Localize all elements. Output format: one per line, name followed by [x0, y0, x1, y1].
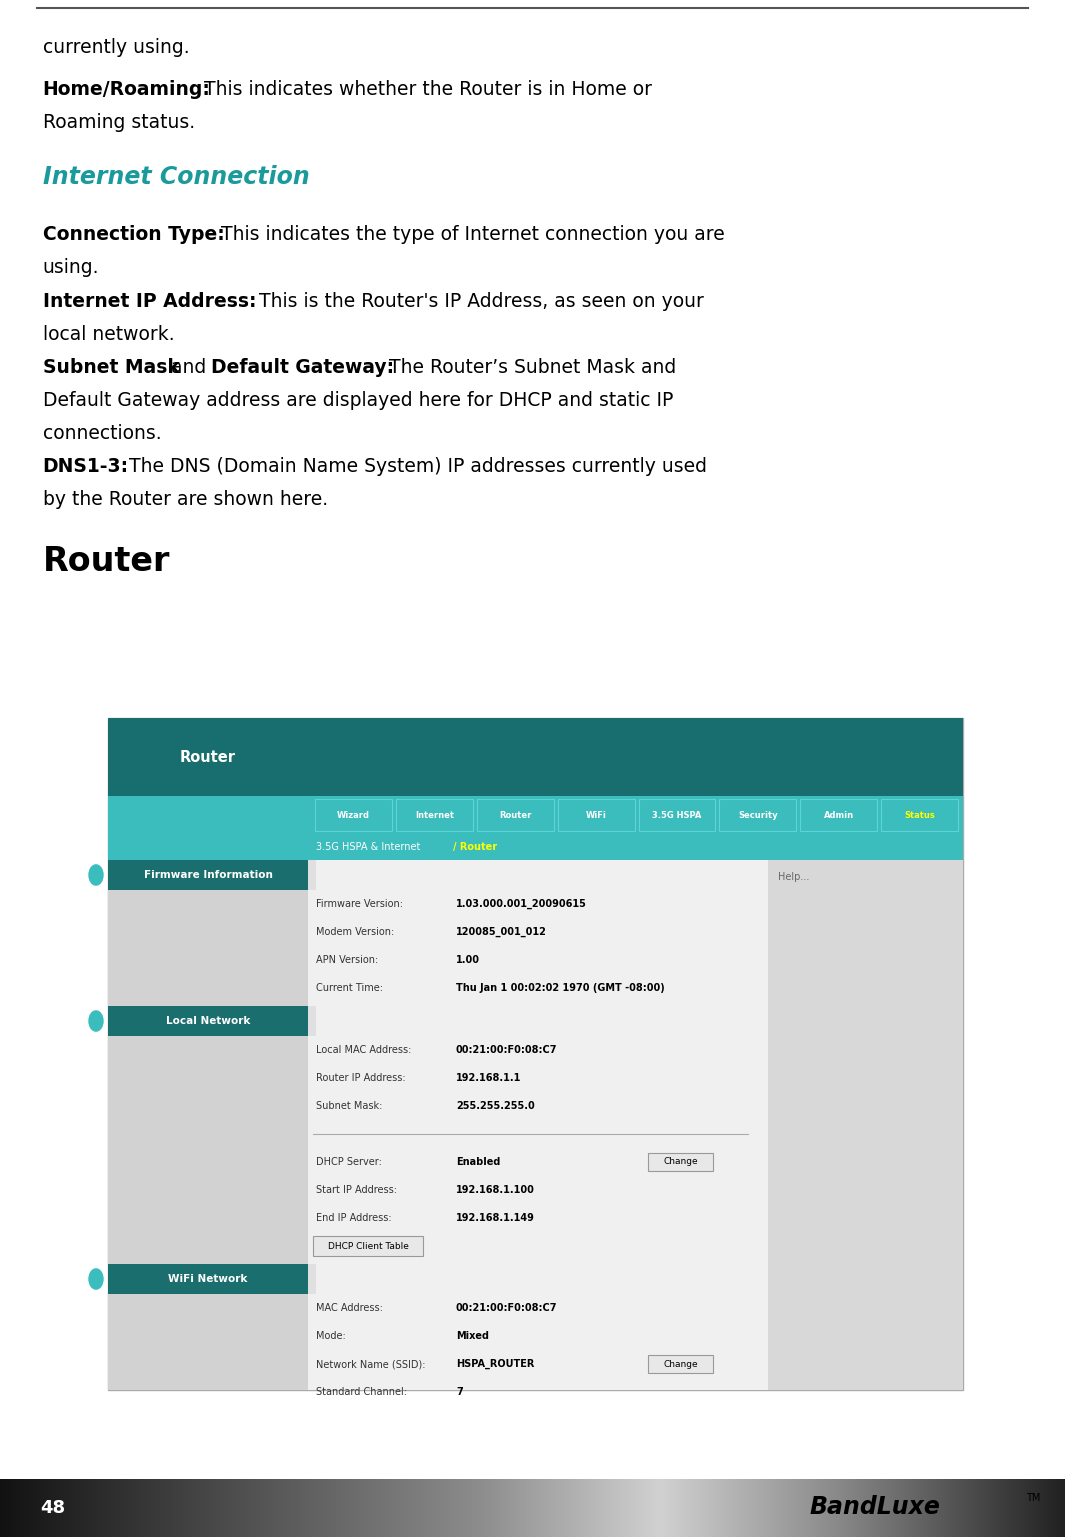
- Text: 00:21:00:F0:08:C7: 00:21:00:F0:08:C7: [456, 1045, 557, 1054]
- Text: 192.168.1.1: 192.168.1.1: [456, 1073, 522, 1084]
- Text: Status: Status: [904, 810, 935, 819]
- Text: The Router’s Subnet Mask and: The Router’s Subnet Mask and: [382, 358, 676, 377]
- Text: 192.168.1.100: 192.168.1.100: [456, 1185, 535, 1194]
- Text: This indicates the type of Internet connection you are: This indicates the type of Internet conn…: [215, 224, 724, 244]
- Text: Current Time:: Current Time:: [316, 984, 383, 993]
- FancyBboxPatch shape: [648, 1153, 712, 1171]
- FancyBboxPatch shape: [108, 1007, 308, 1036]
- Text: TM: TM: [1026, 1492, 1039, 1503]
- Text: 00:21:00:F0:08:C7: 00:21:00:F0:08:C7: [456, 1303, 557, 1313]
- FancyBboxPatch shape: [108, 718, 963, 1389]
- FancyBboxPatch shape: [108, 796, 963, 835]
- Text: 48: 48: [40, 1499, 66, 1517]
- Text: local network.: local network.: [43, 324, 175, 344]
- Text: Mixed: Mixed: [456, 1331, 489, 1340]
- FancyBboxPatch shape: [313, 1236, 423, 1256]
- Text: Help...: Help...: [779, 871, 809, 882]
- Text: Modem Version:: Modem Version:: [316, 927, 394, 938]
- Text: Thu Jan 1 00:02:02 1970 (GMT -08:00): Thu Jan 1 00:02:02 1970 (GMT -08:00): [456, 984, 665, 993]
- Text: 255.255.255.0: 255.255.255.0: [456, 1100, 535, 1111]
- Text: Change: Change: [663, 1360, 698, 1368]
- Text: Enabled: Enabled: [456, 1157, 501, 1167]
- Text: 7: 7: [456, 1386, 463, 1397]
- Text: Local Network: Local Network: [166, 1016, 250, 1027]
- Text: Start IP Address:: Start IP Address:: [316, 1185, 397, 1194]
- FancyBboxPatch shape: [108, 718, 963, 796]
- FancyBboxPatch shape: [648, 1356, 712, 1373]
- Text: Router IP Address:: Router IP Address:: [316, 1073, 406, 1084]
- Text: End IP Address:: End IP Address:: [316, 1213, 392, 1223]
- FancyBboxPatch shape: [315, 799, 392, 832]
- Text: DHCP Server:: DHCP Server:: [316, 1157, 382, 1167]
- Circle shape: [89, 1011, 103, 1031]
- Text: This is the Router's IP Address, as seen on your: This is the Router's IP Address, as seen…: [252, 292, 704, 310]
- Text: / Router: / Router: [453, 842, 497, 851]
- Text: currently using.: currently using.: [43, 38, 190, 57]
- Text: This indicates whether the Router is in Home or: This indicates whether the Router is in …: [198, 80, 652, 98]
- Text: Router: Router: [43, 546, 170, 578]
- Text: Default Gateway:: Default Gateway:: [211, 358, 394, 377]
- Text: connections.: connections.: [43, 424, 161, 443]
- FancyBboxPatch shape: [308, 861, 768, 1389]
- Text: using.: using.: [43, 258, 99, 277]
- Text: Change: Change: [663, 1157, 698, 1167]
- FancyBboxPatch shape: [477, 799, 554, 832]
- Text: APN Version:: APN Version:: [316, 954, 378, 965]
- Text: Firmware Version:: Firmware Version:: [316, 899, 403, 908]
- FancyBboxPatch shape: [639, 799, 716, 832]
- FancyBboxPatch shape: [881, 799, 959, 832]
- Text: by the Router are shown here.: by the Router are shown here.: [43, 490, 328, 509]
- FancyBboxPatch shape: [768, 861, 963, 1389]
- Text: 192.168.1.149: 192.168.1.149: [456, 1213, 535, 1223]
- FancyBboxPatch shape: [308, 1263, 316, 1294]
- Text: Router: Router: [499, 810, 531, 819]
- Text: WiFi Network: WiFi Network: [168, 1274, 248, 1283]
- FancyBboxPatch shape: [108, 861, 308, 890]
- Text: 3.5G HSPA & Internet: 3.5G HSPA & Internet: [316, 842, 421, 851]
- Text: Internet: Internet: [414, 810, 454, 819]
- Text: Home/Roaming:: Home/Roaming:: [43, 80, 211, 98]
- Text: Default Gateway address are displayed here for DHCP and static IP: Default Gateway address are displayed he…: [43, 390, 673, 410]
- Text: Connection Type:: Connection Type:: [43, 224, 225, 244]
- FancyBboxPatch shape: [719, 799, 797, 832]
- FancyBboxPatch shape: [800, 799, 878, 832]
- Text: Internet Connection: Internet Connection: [43, 164, 309, 189]
- Text: 1.03.000.001_20090615: 1.03.000.001_20090615: [456, 899, 587, 908]
- Text: The DNS (Domain Name System) IP addresses currently used: The DNS (Domain Name System) IP addresse…: [122, 456, 706, 476]
- Text: Wizard: Wizard: [337, 810, 370, 819]
- Text: Standard Channel:: Standard Channel:: [316, 1386, 407, 1397]
- Text: Security: Security: [738, 810, 777, 819]
- Text: 3.5G HSPA: 3.5G HSPA: [652, 810, 702, 819]
- Text: HSPA_ROUTER: HSPA_ROUTER: [456, 1359, 535, 1369]
- FancyBboxPatch shape: [308, 1007, 316, 1036]
- Text: MAC Address:: MAC Address:: [316, 1303, 383, 1313]
- FancyBboxPatch shape: [108, 861, 308, 1389]
- Text: Subnet Mask:: Subnet Mask:: [316, 1100, 382, 1111]
- Text: Internet IP Address:: Internet IP Address:: [43, 292, 256, 310]
- Text: BandLuxe: BandLuxe: [809, 1496, 940, 1519]
- Text: DHCP Client Table: DHCP Client Table: [328, 1242, 409, 1251]
- FancyBboxPatch shape: [396, 799, 473, 832]
- Text: 1.00: 1.00: [456, 954, 480, 965]
- Text: Network Name (SSID):: Network Name (SSID):: [316, 1359, 426, 1369]
- Text: Subnet Mask: Subnet Mask: [43, 358, 180, 377]
- Text: 120085_001_012: 120085_001_012: [456, 927, 546, 938]
- Text: WiFi: WiFi: [586, 810, 606, 819]
- FancyBboxPatch shape: [558, 799, 635, 832]
- Circle shape: [89, 1270, 103, 1290]
- FancyBboxPatch shape: [308, 861, 316, 890]
- Text: Router: Router: [180, 750, 236, 764]
- Text: Roaming status.: Roaming status.: [43, 114, 195, 132]
- Text: Admin: Admin: [823, 810, 854, 819]
- FancyBboxPatch shape: [108, 835, 963, 861]
- Circle shape: [89, 865, 103, 885]
- Text: and: and: [165, 358, 212, 377]
- Text: Firmware Information: Firmware Information: [144, 870, 273, 881]
- Text: DNS1-3:: DNS1-3:: [43, 456, 129, 476]
- Text: Local MAC Address:: Local MAC Address:: [316, 1045, 411, 1054]
- FancyBboxPatch shape: [108, 1263, 308, 1294]
- FancyBboxPatch shape: [108, 861, 963, 1389]
- Text: Mode:: Mode:: [316, 1331, 346, 1340]
